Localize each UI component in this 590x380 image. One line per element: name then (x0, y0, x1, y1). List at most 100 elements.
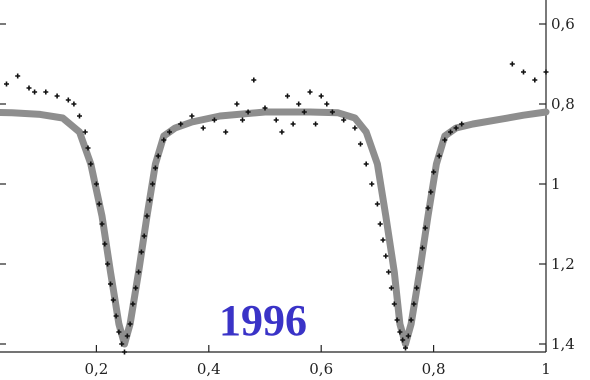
observation-point (150, 181, 156, 187)
observation-point (54, 93, 60, 99)
observation-point (105, 261, 111, 267)
observation-point (397, 329, 403, 335)
observation-point (15, 73, 21, 79)
observation-point (82, 129, 88, 135)
y-tick-label: 1,4 (551, 335, 575, 353)
observation-point (141, 233, 147, 239)
plot-area: 0,2 0,4 0,6 0,8 1 0,6 0,8 1 1,2 1,4 (0, 0, 575, 378)
observation-point (363, 161, 369, 167)
observation-point (285, 93, 290, 99)
observation-point (403, 345, 408, 351)
observation-point (88, 161, 94, 167)
observation-point (279, 129, 285, 135)
observation-point (453, 125, 459, 131)
observation-point (122, 349, 127, 355)
observation-point (408, 317, 414, 323)
x-tick-label: 0,6 (309, 360, 333, 378)
observation-point (419, 245, 425, 251)
observation-point (459, 121, 465, 127)
x-tick-label: 0,4 (197, 360, 221, 378)
observation-point (152, 165, 158, 171)
observation-point (391, 301, 397, 307)
observation-point (290, 121, 296, 127)
observation-point (99, 221, 105, 227)
observation-point (400, 337, 406, 343)
observation-point (245, 109, 251, 115)
observation-point (414, 285, 420, 291)
observation-point (136, 269, 142, 275)
observation-point (383, 253, 389, 259)
observation-point (436, 153, 442, 159)
year-annotation: 1996 (219, 296, 307, 345)
observation-point (102, 241, 108, 247)
observation-point (509, 61, 515, 67)
observation-point (32, 89, 38, 95)
observation-point (110, 297, 116, 303)
observation-point (521, 69, 526, 75)
observation-point (85, 145, 91, 151)
observation-point (116, 329, 122, 335)
observation-point (369, 181, 375, 187)
observation-point (77, 113, 82, 119)
observation-point (138, 249, 144, 255)
observation-point (251, 77, 257, 83)
observation-point (377, 221, 383, 227)
observation-point (65, 97, 71, 103)
observation-point (71, 101, 77, 107)
observation-point (352, 125, 358, 131)
observation-point (167, 129, 172, 135)
observation-point (411, 301, 417, 307)
observation-point (130, 301, 136, 307)
observation-point (119, 341, 125, 347)
observation-point (108, 281, 113, 287)
observation-point (113, 313, 119, 319)
observation-point (161, 137, 167, 143)
observation-point (178, 121, 184, 127)
x-tick-label: 0,2 (84, 360, 108, 378)
observation-point (405, 333, 411, 339)
observation-point (329, 109, 335, 115)
observation-point (428, 189, 434, 195)
observation-point (318, 93, 324, 99)
observation-point (223, 129, 229, 135)
observation-points-layer (4, 61, 549, 355)
y-tick-label: 0,8 (551, 95, 575, 113)
observation-point (4, 81, 9, 87)
observation-point (200, 125, 206, 131)
observation-point (211, 117, 217, 123)
observation-point (127, 321, 133, 327)
observation-point (422, 225, 428, 231)
x-tick-label: 1 (541, 360, 551, 378)
observation-point (380, 237, 386, 243)
observation-point (96, 201, 102, 207)
observation-point (341, 117, 347, 123)
observation-point (543, 69, 549, 75)
observation-point (301, 109, 307, 115)
observation-point (394, 317, 400, 323)
observation-point (43, 89, 49, 95)
observation-point (26, 85, 32, 91)
observation-point (431, 169, 437, 175)
observation-point (532, 77, 538, 83)
x-axis-ticks: 0,2 0,4 0,6 0,8 1 (84, 345, 551, 378)
y-axis-ticks: 0,6 0,8 1 1,2 1,4 (0, 15, 575, 353)
observation-point (417, 265, 423, 271)
observation-point (388, 285, 394, 291)
observation-point (124, 333, 130, 339)
observation-point (313, 121, 319, 127)
observation-point (448, 129, 453, 135)
observation-point (189, 113, 195, 119)
observation-point (425, 205, 431, 211)
observation-point (273, 117, 279, 123)
observation-point (324, 101, 330, 107)
observation-point (93, 181, 99, 187)
observation-point (386, 269, 392, 275)
observation-point (358, 141, 363, 147)
y-tick-label: 1,2 (551, 255, 575, 273)
observation-point (374, 201, 380, 207)
observation-point (307, 89, 313, 95)
x-tick-label: 0,8 (422, 360, 446, 378)
observation-point (442, 137, 448, 143)
observation-point (240, 117, 245, 123)
